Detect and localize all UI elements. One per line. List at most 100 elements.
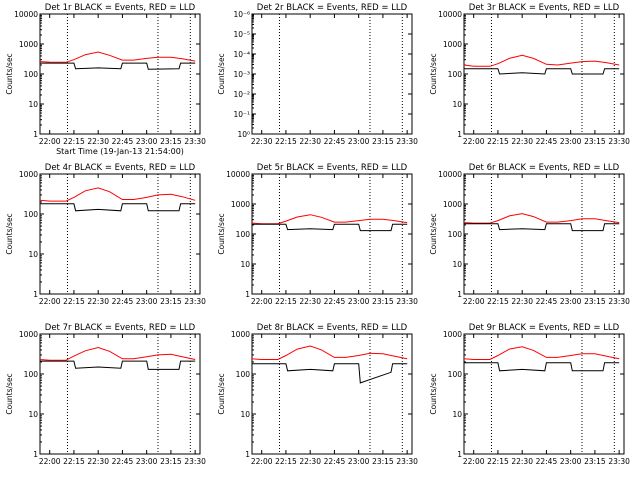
x-tick-label: 23:15 [160,137,182,146]
y-tick-label: 10⁻⁴ [233,50,250,59]
y-tick-label: 100 [448,70,463,79]
x-tick-label: 23:15 [372,297,394,306]
panel-1: Det 1r BLACK = Events, RED = LLD 1 10 100 10… [5,3,206,156]
x-tick-label: 22:15 [63,297,85,306]
y-tick-label: 1000 [443,200,462,209]
series-events-line [252,363,408,384]
x-tick-label: 22:30 [251,137,273,146]
y-tick-label: 1000 [231,200,250,209]
y-axis-label: Counts/sec [429,373,438,414]
x-tick-label: 22:45 [324,457,346,466]
x-tick-label: 22:15 [487,297,509,306]
series-lld-line [463,346,620,360]
y-tick-label: 10000 [438,10,462,19]
x-tick-label: 22:45 [324,297,346,306]
x-tick-label: 22:30 [299,137,321,146]
y-tick-label: 10 [452,100,462,109]
y-tick-label: 1000 [443,40,462,49]
x-tick-label: 23:15 [584,137,606,146]
x-tick-label: 22:45 [112,297,134,306]
y-tick-label: 10⁰ [237,130,250,139]
x-tick-label: 22:00 [39,137,61,146]
series-lld-line [39,51,196,63]
y-tick-label: 1000 [443,330,462,339]
x-tick-label: 22:15 [63,137,85,146]
series-lld-line [251,345,408,360]
x-tick-label: 23:30 [608,137,630,146]
y-tick-label: 100 [24,370,39,379]
series-lld-line [251,214,408,225]
x-tick-label: 23:00 [348,137,370,146]
x-tick-label: 23:30 [184,137,206,146]
x-tick-label: 22:30 [511,137,533,146]
plot-frame [251,333,413,455]
x-tick-label: 22:15 [63,457,85,466]
x-tick-label: 22:30 [87,137,109,146]
y-tick-label: 10 [452,260,462,269]
y-axis-label: Counts/sec [217,213,226,254]
panel-title: Det 8r BLACK = Events, RED = LLD [257,323,408,333]
x-tick-label: 22:30 [511,457,533,466]
panel-title: Det 1r BLACK = Events, RED = LLD [45,3,196,13]
x-tick-label: 22:00 [251,457,273,466]
panel-title: Det 2r BLACK = Events, RED = LLD [257,3,408,13]
y-tick-label: 1 [245,290,250,299]
y-tick-label: 10⁻³ [233,70,250,79]
y-tick-label: 10 [240,410,250,419]
panel-5: Det 5r BLACK = Events, RED = LLD 1 10 100 10… [217,163,418,306]
x-tick-label: 22:30 [299,457,321,466]
panel-3: Det 3r BLACK = Events, RED = LLD 1 10 100 10… [429,3,630,146]
series-events-line [40,360,196,370]
series-events-line [464,362,620,372]
y-tick-label: 100 [236,370,251,379]
x-tick-label: 23:30 [184,457,206,466]
y-tick-label: 100 [24,210,39,219]
x-tick-label: 22:00 [39,457,61,466]
x-tick-label: 22:15 [487,457,509,466]
y-tick-label: 10000 [438,170,462,179]
x-tick-label: 23:00 [560,137,582,146]
panel-7: Det 7r BLACK = Events, RED = LLD 1 10 100 10… [5,323,206,466]
y-tick-label: 1 [33,130,38,139]
x-tick-label: 22:30 [87,297,109,306]
x-tick-label: 23:15 [584,457,606,466]
y-tick-label: 100 [236,230,251,239]
panel-title: Det 5r BLACK = Events, RED = LLD [257,163,408,173]
x-tick-label: 22:45 [324,137,346,146]
panel-4: Det 4r BLACK = Events, RED = LLD 1 10 100 10… [5,163,206,306]
y-tick-label: 10⁻⁵ [233,30,250,39]
y-axis-label: Counts/sec [5,213,14,254]
x-tick-label: 23:15 [372,457,394,466]
panel-2: Det 2r BLACK = Events, RED = LLD 10⁰ 10⁻¹ 1… [217,3,418,146]
x-tick-label: 22:00 [39,297,61,306]
x-tick-label: 22:15 [275,137,297,146]
y-axis-label: Counts/sec [217,53,226,94]
series-lld-line [39,346,196,361]
x-tick-label: 23:15 [584,297,606,306]
x-tick-label: 22:45 [112,457,134,466]
x-tick-label: 23:00 [136,297,158,306]
x-tick-label: 22:00 [463,297,485,306]
plot-frame [251,173,413,295]
series-events-line [252,223,408,232]
y-tick-label: 10 [452,410,462,419]
y-tick-label: 10 [28,100,38,109]
x-tick-label: 23:15 [160,297,182,306]
x-tick-label: 22:45 [112,137,134,146]
x-tick-label: 22:45 [536,137,558,146]
y-tick-label: 1000 [19,330,38,339]
y-tick-label: 1 [33,290,38,299]
y-tick-label: 10 [28,250,38,259]
panel-6: Det 6r BLACK = Events, RED = LLD 1 10 100 10… [429,163,630,306]
panel-title: Det 6r BLACK = Events, RED = LLD [469,163,620,173]
x-tick-label: 22:30 [87,457,109,466]
x-tick-label: 22:45 [536,457,558,466]
x-tick-label: 23:30 [396,297,418,306]
y-tick-label: 100 [448,370,463,379]
y-tick-label: 10⁻¹ [233,110,250,119]
x-tick-label: 23:15 [372,137,394,146]
x-tick-label: 22:45 [536,297,558,306]
x-tick-label: 23:00 [348,297,370,306]
y-tick-label: 10000 [226,170,250,179]
